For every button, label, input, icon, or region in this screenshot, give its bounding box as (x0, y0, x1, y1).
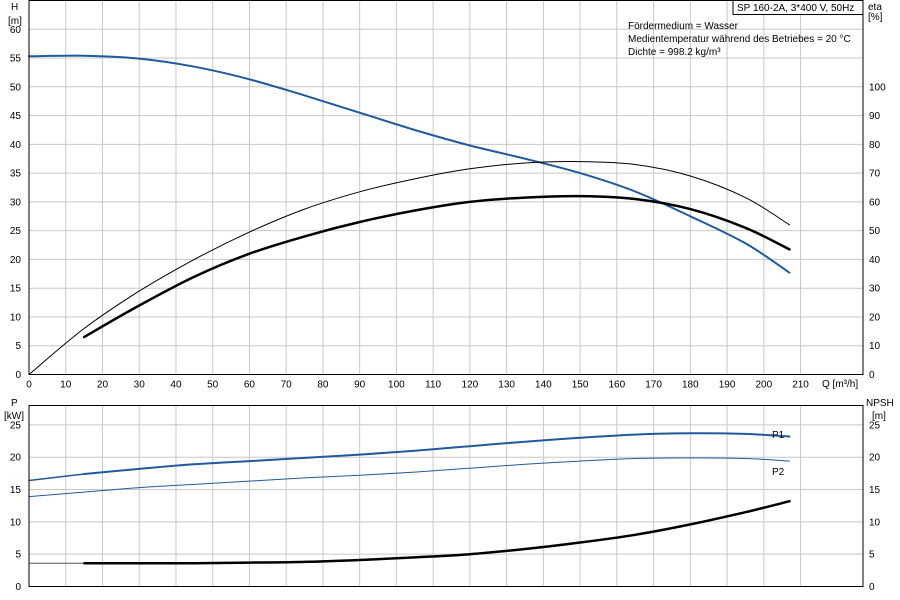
x-tick-label: 0 (26, 380, 32, 391)
x-tick-label: 80 (317, 380, 329, 391)
power-grid (29, 405, 863, 587)
y-left-tick-label: 0 (15, 370, 21, 381)
y-left-label-p: P (11, 398, 18, 409)
power-series-line-2 (28, 457, 790, 498)
x-tick-label: 200 (755, 380, 772, 391)
y-left-tick-label: 45 (10, 111, 22, 122)
head-series-line-0 (28, 54, 791, 274)
y-left-unit-h: [m] (8, 16, 22, 27)
head-series-line-2 (82, 194, 791, 339)
head-series-line-1 (28, 161, 790, 375)
head-efficiency-chart: 0 10 20 30 40 50 60 70 80 90 100 110 120 130 140 150 160… (8, 0, 886, 391)
power-series-line-1 (28, 473, 85, 482)
x-tick-label: 110 (425, 380, 441, 391)
power-tick-labels: 0 5 10 15 20 25 0 5 10 15 20 25 (10, 420, 881, 593)
x-tick-label: 50 (207, 380, 219, 391)
y-left-tick-label: 40 (10, 140, 22, 151)
y-right-label-npsh: NPSH (866, 398, 894, 409)
y-left-label-h: H (11, 2, 18, 13)
power-series (28, 432, 791, 565)
x-tick-label: 30 (134, 380, 146, 391)
power-series-line-0 (83, 432, 791, 475)
title-box (732, 0, 864, 15)
y-left-tick-label: 60 (10, 25, 22, 36)
y-right-label-eta: eta (868, 2, 882, 13)
y-left-tick-label: 0 (15, 582, 21, 593)
y-left-tick-label: 35 (10, 169, 22, 180)
y-left-tick-label: 10 (10, 312, 22, 323)
info-density: Dichte = 998.2 kg/m³ (628, 47, 721, 58)
y-right-tick-label: 0 (869, 370, 875, 381)
x-tick-label: 60 (244, 380, 256, 391)
chart-title: SP 160-2A, 3*400 V, 50Hz (737, 3, 854, 14)
x-tick-label: 20 (97, 380, 109, 391)
x-axis-unit: Q [m³/h] (822, 379, 858, 390)
y-right-tick-label: 70 (869, 169, 881, 180)
x-tick-label: 10 (60, 380, 72, 391)
y-left-tick-label: 15 (10, 284, 22, 295)
info-temperature: Medientemperatur während des Betriebes =… (628, 34, 851, 45)
y-right-tick-label: 60 (869, 197, 881, 208)
y-left-tick-label: 30 (10, 197, 22, 208)
y-left-tick-label: 10 (10, 517, 22, 528)
y-right-tick-label: 25 (869, 420, 881, 431)
x-tick-label: 150 (572, 380, 589, 391)
y-left-tick-label: 20 (10, 255, 22, 266)
y-left-tick-label: 15 (10, 485, 22, 496)
x-tick-label: 190 (719, 380, 736, 391)
y-right-tick-label: 50 (869, 226, 881, 237)
info-medium: Fördermedium = Wasser (628, 21, 739, 32)
x-tick-label: 40 (170, 380, 182, 391)
y-left-unit-kw: [kW] (4, 411, 24, 422)
y-right-tick-label: 20 (869, 312, 881, 323)
y-left-tick-label: 20 (10, 453, 22, 464)
series-label-p1: P1 (772, 430, 785, 441)
y-right-tick-label: 30 (869, 284, 881, 295)
y-left-tick-label: 25 (10, 420, 22, 431)
x-tick-label: 140 (535, 380, 552, 391)
y-left-tick-label: 25 (10, 226, 22, 237)
head-series (28, 54, 791, 375)
y-right-tick-label: 0 (869, 582, 875, 593)
head-tick-labels: 0 10 20 30 40 50 60 70 80 90 100 110 120 130 140 150 160… (10, 25, 886, 391)
y-left-tick-label: 50 (10, 82, 22, 93)
y-left-tick-label: 5 (15, 550, 21, 561)
x-tick-label: 170 (645, 380, 662, 391)
x-tick-label: 90 (354, 380, 366, 391)
x-tick-label: 180 (682, 380, 699, 391)
y-right-tick-label: 80 (869, 140, 881, 151)
y-right-unit-m: [m] (872, 411, 886, 422)
y-left-tick-label: 55 (10, 54, 22, 65)
power-series-line-3 (82, 499, 791, 565)
y-right-tick-label: 40 (869, 255, 881, 266)
y-right-tick-label: 5 (869, 550, 875, 561)
series-label-p2: P2 (772, 467, 785, 478)
y-right-tick-label: 15 (869, 485, 881, 496)
x-tick-label: 100 (388, 380, 405, 391)
head-grid (29, 0, 863, 375)
y-right-tick-label: 100 (869, 82, 886, 93)
x-tick-label: 130 (498, 380, 515, 391)
y-right-tick-label: 10 (869, 341, 881, 352)
x-tick-label: 70 (281, 380, 293, 391)
x-tick-label: 120 (462, 380, 479, 391)
head-plot-frame (28, 0, 864, 375)
y-right-tick-label: 20 (869, 453, 881, 464)
y-left-tick-label: 5 (15, 341, 21, 352)
y-right-tick-label: 90 (869, 111, 881, 122)
power-plot-frame (28, 405, 864, 587)
x-tick-label: 210 (792, 380, 809, 391)
x-tick-label: 160 (608, 380, 625, 391)
y-right-unit-eta: [%] (868, 12, 883, 23)
y-right-tick-label: 10 (869, 517, 881, 528)
